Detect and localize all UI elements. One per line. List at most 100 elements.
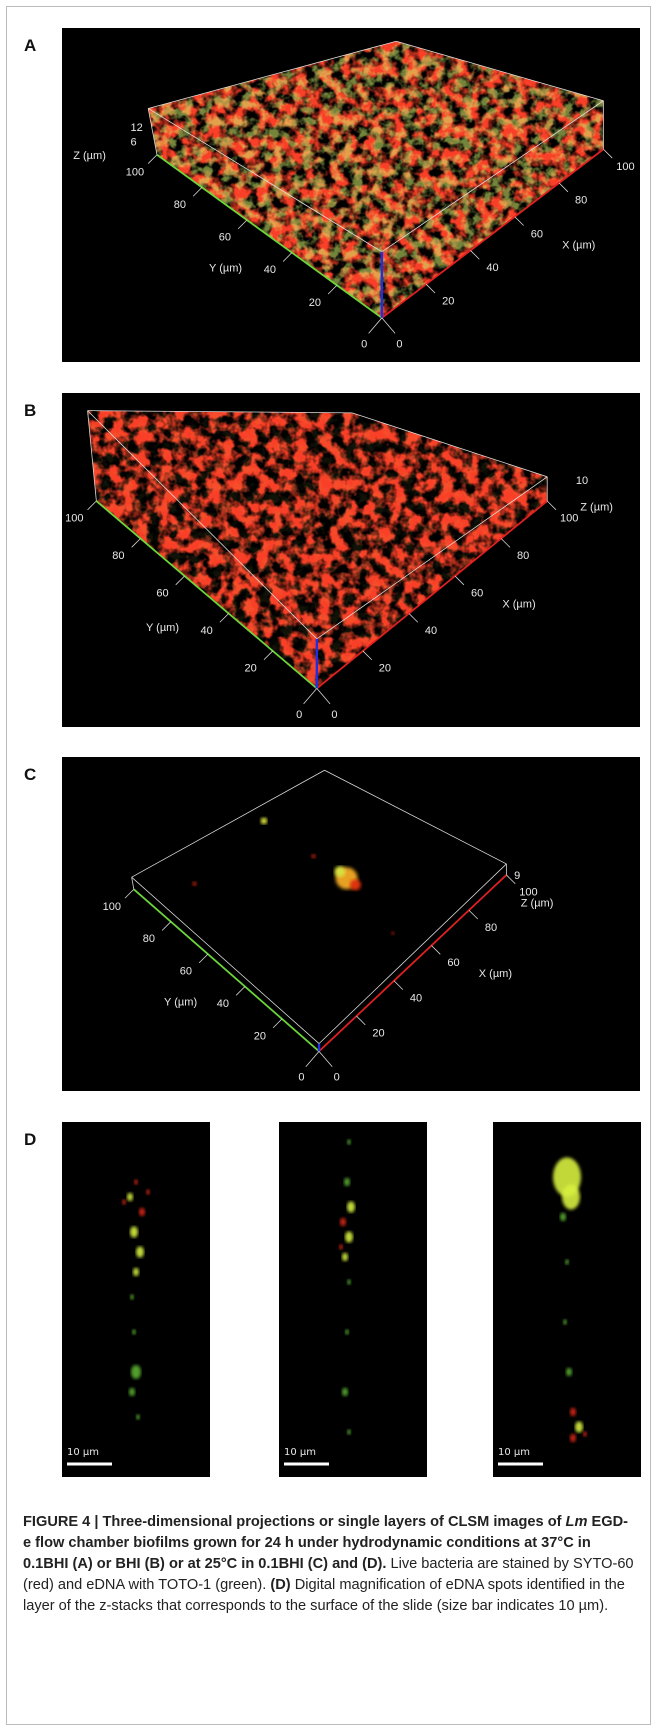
signal-spot [560,1213,566,1221]
tick-mark [220,613,229,622]
axis-text: 60 [471,588,483,600]
origin-tick [306,1051,319,1066]
panel-label: A [24,36,36,56]
axis-text: 60 [156,588,168,600]
tick-mark [394,981,403,990]
tick-mark [357,1016,366,1025]
tick-mark [455,576,464,585]
page: {"panels": [ {"label": "A", "z_ticks": [… [0,0,657,1731]
axis-text: 0 [296,709,302,721]
tick-mark [469,910,478,919]
box-edge [132,877,319,1043]
signal-spot [129,1388,135,1396]
axis-text: 0 [334,1072,340,1084]
axis-text: 100 [616,161,634,173]
signal-spot [192,882,196,886]
axis-text: 40 [217,998,229,1010]
signal-spot [347,1429,351,1435]
signal-spot [131,1365,141,1379]
axis-text: 40 [486,262,498,274]
tick-mark [603,149,612,158]
origin-tick [369,318,382,333]
tick-mark [176,576,185,585]
axis-text: X (µm) [562,239,595,251]
tick-mark [559,183,568,192]
signal-spot [565,1259,569,1265]
axis-text: X (µm) [479,968,512,980]
signal-spot [136,1246,144,1257]
magnified-layer-panel: 10 µm [62,1122,210,1477]
signal-spot [563,1319,567,1325]
axis-text: 60 [180,966,192,978]
axis-text: Z (µm) [580,502,613,514]
signal-spot [575,1421,583,1432]
axis-text: 6 [131,137,137,149]
signal-spot [342,1253,348,1261]
scale-bar-label: 10 µm [284,1447,316,1458]
x-axis-line [319,875,506,1051]
signal-spot [350,879,361,890]
tick-mark [148,155,157,164]
signal-spot [134,1179,138,1185]
signal-spot [133,1268,139,1276]
biofilm-volume [62,28,640,362]
tick-mark [470,250,479,259]
axis-text: 80 [174,199,186,211]
origin-tick [304,688,317,703]
axis-text: Z (µm) [73,150,106,162]
panel-label: C [24,765,36,785]
panel-label: B [24,401,36,421]
axis-text: 80 [575,195,587,207]
axis-text: 60 [447,957,459,969]
axis-text: 20 [442,296,454,308]
axis-text: 60 [531,228,543,240]
axis-text: 40 [410,992,422,1004]
tick-mark [328,285,337,294]
tick-mark [431,945,440,954]
biofilm-volume [62,393,640,727]
signal-spot [345,1329,349,1335]
axis-text: 20 [379,662,391,674]
signal-spot [339,1244,343,1250]
axis-text: 0 [331,709,337,721]
signal-spot [146,1189,150,1195]
axis-text: Z (µm) [521,898,554,910]
origin-tick [382,318,395,333]
signal-spot [334,866,345,877]
axis-text: 80 [143,933,155,945]
green-signal [62,28,640,362]
axis-text: Y (µm) [164,997,197,1009]
axis-text: 10 [576,475,588,487]
signal-spot [391,932,394,935]
axis-text: 0 [298,1072,304,1084]
signal-spot [136,1414,140,1420]
axis-text: 20 [372,1028,384,1040]
axis-text: 60 [219,232,231,244]
box-edge [319,864,506,1044]
signal-spot [347,1279,351,1285]
tick-mark [501,539,510,548]
signal-spot [261,818,268,825]
axis-text: 20 [254,1030,266,1042]
tick-mark [132,539,141,548]
axis-text: 20 [309,297,321,309]
axis-text: 80 [517,550,529,562]
axis-text: 9 [514,870,520,882]
tick-mark [515,217,524,226]
axis-text: 100 [126,166,144,178]
caption-bold: (D) [270,1577,290,1593]
signal-spot [340,1218,346,1226]
tick-mark [199,954,208,963]
axis-text: 80 [485,922,497,934]
axis-text: 80 [112,550,124,562]
signal-spot [347,1139,351,1145]
axis-text: 100 [560,513,578,525]
signal-spot [311,854,315,858]
caption-bold: FIGURE 4 | Three-dimensional projections… [23,1514,566,1530]
origin-tick [317,688,330,703]
y-axis-line [134,889,319,1051]
box-edge [325,770,507,864]
tick-mark [426,284,435,293]
